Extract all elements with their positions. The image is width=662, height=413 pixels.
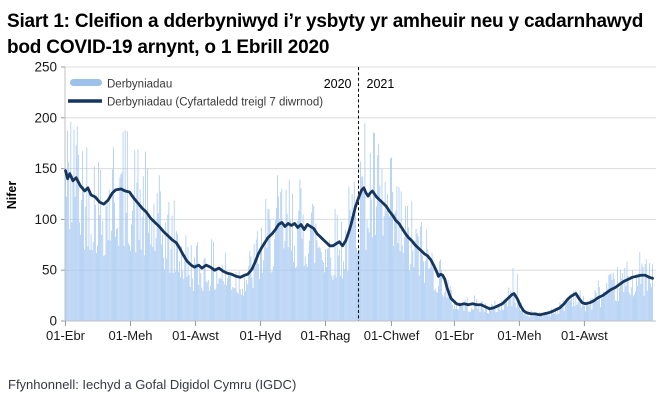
y-tick-label: 0 [49,314,57,329]
bars-series-derbyniadau [65,122,653,322]
legend: Derbyniadau Derbyniadau (Cyfartaledd trei… [68,79,323,109]
y-tick-label: 200 [34,111,57,126]
year-label-2020: 2020 [324,77,352,91]
x-tick-label: 01-Ebr [46,328,86,343]
rolling-average-line [64,169,654,317]
x-tick-label: 01-Meh [108,328,152,343]
x-tick-label: 01-Ebr [435,328,475,343]
x-tick-label: 01-Rhag [301,328,351,343]
x-tick-label: 01-Awst [561,328,608,343]
x-tick-label: 01-Awst [172,328,219,343]
y-axis-title: Nifer [5,181,19,210]
legend-bar-swatch [70,79,102,87]
source-note: Ffynhonnell: Iechyd a Gofal Digidol Cymr… [8,377,297,393]
y-tick-label: 150 [34,162,57,177]
x-tick-label: 01-Meh [497,328,541,343]
year-label-2021: 2021 [367,77,395,91]
legend-label-rolling-average: Derbyniadau (Cyfartaledd treigl 7 diwrno… [107,97,323,109]
x-tick-label: 01-Chwef [364,328,420,343]
admissions-chart: 0 50 100 150 200 250 01-Ebr 01-Meh 01-Awst 01-Hyd… [5,61,656,343]
y-tick-label: 100 [34,212,57,227]
chart-title: Siart 1: Cleifion a dderbyniwyd i’r ysby… [7,11,644,59]
y-tick-label: 250 [34,61,57,75]
x-axis: 01-Ebr 01-Meh 01-Awst 01-Hyd 01-Rhag 01-Chwef… [46,321,608,343]
legend-label-derbyniadau: Derbyniadau [107,79,172,91]
x-tick-label: 01-Hyd [240,328,282,343]
y-tick-label: 50 [42,263,57,278]
